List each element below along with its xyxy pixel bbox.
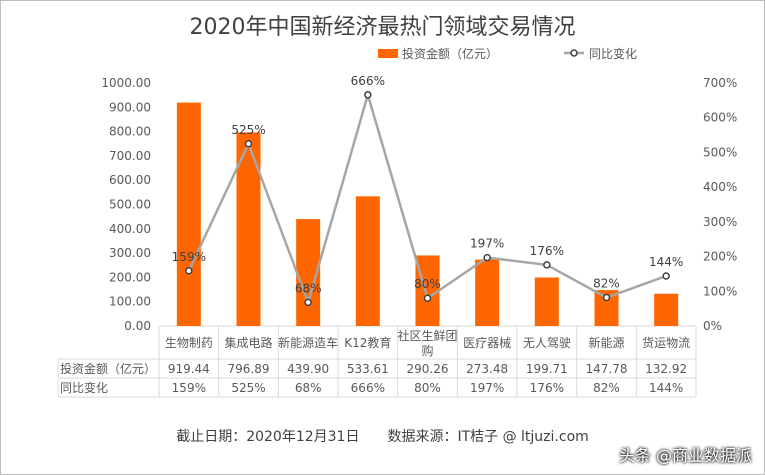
left-axis-tick: 600.00 bbox=[109, 173, 151, 187]
table-cell: 199.71 bbox=[526, 362, 568, 376]
category-label: 生物制药 bbox=[165, 336, 213, 350]
category-label: 无人驾驶 bbox=[523, 335, 571, 350]
table-series-name: 同比变化 bbox=[60, 380, 108, 395]
bar bbox=[176, 102, 201, 326]
table-cell: 533.61 bbox=[347, 362, 389, 376]
right-axis-tick: 500% bbox=[703, 145, 737, 159]
table-cell: 919.44 bbox=[168, 362, 210, 376]
table-cell: 144% bbox=[649, 381, 683, 395]
left-axis-tick: 500.00 bbox=[109, 198, 151, 212]
line-marker bbox=[304, 298, 312, 307]
right-axis-tick: 600% bbox=[703, 111, 737, 125]
bar bbox=[534, 277, 559, 326]
category-label: 社区生鲜团 bbox=[397, 328, 457, 343]
table-series-name: 投资金额（亿元） bbox=[60, 361, 156, 376]
left-axis-tick: 900.00 bbox=[109, 100, 151, 114]
table-cell: 82% bbox=[593, 381, 620, 395]
right-axis-tick: 700% bbox=[703, 76, 737, 90]
table-cell: 525% bbox=[231, 381, 265, 395]
line-marker bbox=[662, 272, 670, 280]
left-axis-tick: 700.00 bbox=[109, 149, 151, 163]
left-axis-tick: 0.00 bbox=[124, 319, 151, 333]
legend-line-label: 同比变化 bbox=[589, 46, 637, 61]
right-axis-tick: 0% bbox=[703, 319, 722, 333]
line-data-label: 525% bbox=[231, 123, 265, 137]
table-cell: 132.92 bbox=[645, 362, 687, 376]
left-axis-tick: 100.00 bbox=[109, 295, 151, 309]
table-cell: 159% bbox=[172, 381, 206, 395]
legend-bar-swatch bbox=[378, 49, 398, 58]
left-axis-tick: 1000.00 bbox=[101, 76, 151, 90]
right-axis-tick: 100% bbox=[703, 284, 737, 298]
bar bbox=[355, 196, 380, 326]
table-cell: 80% bbox=[414, 381, 441, 395]
right-axis-tick: 200% bbox=[703, 250, 737, 264]
line-data-label: 197% bbox=[470, 237, 504, 251]
chart-title: 2020年中国新经济最热门领域交易情况 bbox=[189, 15, 576, 40]
bar bbox=[654, 293, 679, 326]
table-cell: 666% bbox=[351, 381, 385, 395]
left-axis-tick: 300.00 bbox=[109, 246, 151, 260]
line-marker bbox=[185, 267, 193, 275]
left-axis-tick: 800.00 bbox=[109, 125, 151, 139]
line-data-label: 80% bbox=[414, 277, 441, 291]
legend-line-marker bbox=[570, 49, 578, 57]
right-axis-tick: 400% bbox=[703, 180, 737, 194]
line-data-label: 68% bbox=[295, 281, 322, 295]
line-data-label: 666% bbox=[351, 74, 385, 88]
line-marker bbox=[602, 293, 611, 302]
line-marker bbox=[483, 253, 491, 262]
table-cell: 197% bbox=[470, 381, 504, 395]
watermark: 头条 @商业数据派 bbox=[618, 446, 752, 465]
legend-bar-label: 投资金额（亿元） bbox=[402, 46, 498, 61]
category-label: 购 bbox=[421, 343, 433, 358]
line-marker bbox=[364, 91, 372, 99]
line-data-label: 82% bbox=[593, 277, 620, 291]
category-label: 集成电路 bbox=[224, 335, 272, 350]
table-cell: 68% bbox=[295, 381, 322, 395]
table-cell: 290.26 bbox=[407, 362, 449, 376]
line-data-label: 144% bbox=[649, 255, 683, 269]
table-cell: 796.89 bbox=[228, 362, 270, 376]
line-marker bbox=[244, 140, 253, 148]
category-label: 货运物流 bbox=[642, 335, 690, 350]
category-label: 新能源 bbox=[588, 335, 624, 350]
table-cell: 439.90 bbox=[287, 362, 329, 376]
line-data-label: 176% bbox=[530, 244, 564, 258]
table-cell: 273.48 bbox=[466, 362, 508, 376]
source-footer: 截止日期：2020年12月31日 数据来源：IT桔子 @ ltjuzi.com bbox=[176, 429, 589, 445]
right-axis-tick: 300% bbox=[703, 215, 737, 229]
left-axis-tick: 400.00 bbox=[109, 222, 151, 236]
category-label: K12教育 bbox=[344, 335, 391, 350]
table-cell: 176% bbox=[530, 381, 564, 395]
category-label: 新能源造车 bbox=[278, 335, 338, 350]
line-marker bbox=[423, 294, 432, 302]
table-cell: 147.78 bbox=[586, 362, 628, 376]
category-label: 医疗器械 bbox=[463, 335, 511, 350]
left-axis-tick: 200.00 bbox=[109, 270, 151, 284]
line-data-label: 159% bbox=[172, 250, 206, 264]
line-marker bbox=[543, 261, 551, 269]
bar bbox=[475, 259, 500, 326]
